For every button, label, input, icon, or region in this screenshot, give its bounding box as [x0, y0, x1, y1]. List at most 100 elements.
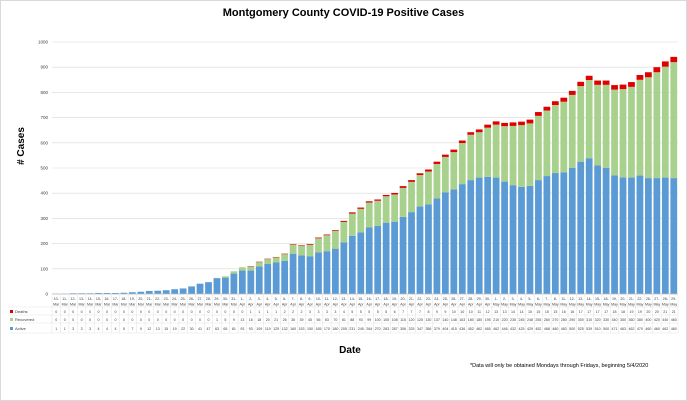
recovered-bar [255, 261, 263, 267]
deaths-bar [365, 201, 373, 203]
x-tick-label-day: 28- [468, 297, 474, 301]
active-bar [543, 176, 551, 294]
active-table-value: 93 [249, 327, 253, 331]
active-bar [365, 227, 373, 294]
recovered-bar [230, 271, 238, 274]
deaths-table-value: 21 [663, 310, 667, 314]
active-legend-label: Active [15, 326, 27, 331]
y-tick-label: 300 [40, 216, 48, 221]
x-tick-label-day: 8- [554, 297, 558, 301]
active-bar [594, 165, 602, 294]
x-tick-label-month: May [527, 303, 534, 307]
active-bar [467, 180, 475, 294]
active-bar [289, 253, 297, 294]
active-table-value: 432 [510, 327, 516, 331]
recovered-table-value: 400 [645, 318, 651, 322]
active-bar [399, 216, 407, 294]
recovered-table-value: 310 [586, 318, 592, 322]
active-table-value: 483 [561, 327, 567, 331]
deaths-bar [399, 186, 407, 188]
active-table-value: 465 [485, 327, 491, 331]
x-tick-label-month: Mar [205, 303, 212, 307]
deaths-table-value: 0 [148, 310, 150, 314]
deaths-bar [374, 199, 382, 201]
active-bar [120, 292, 128, 294]
active-table-value: 1 [64, 327, 66, 331]
recovered-table-value: 88 [350, 318, 354, 322]
active-bar [315, 252, 322, 294]
x-tick-label-day: 28- [206, 297, 212, 301]
active-table-value: 500 [569, 327, 575, 331]
recovered-bar [568, 94, 576, 168]
x-tick-label-month: May [620, 303, 627, 307]
x-tick-label-day: 1- [241, 297, 245, 301]
active-table-value: 480 [552, 327, 558, 331]
recovered-table-value: 0 [182, 318, 184, 322]
deaths-table-value: 15 [536, 310, 540, 314]
active-bar [162, 290, 170, 294]
x-tick-label-month: Mar [138, 303, 145, 307]
active-table-value: 205 [341, 327, 347, 331]
x-tick-label-month: Mar [180, 303, 187, 307]
x-tick-label-day: 18- [384, 297, 390, 301]
x-tick-label-month: Apr [256, 303, 262, 307]
active-table-value: 5 [123, 327, 125, 331]
active-table-value: 347 [417, 327, 423, 331]
deaths-bar [348, 212, 356, 214]
deaths-table-value: 5 [385, 310, 387, 314]
x-tick-label-day: 8- [300, 297, 304, 301]
x-tick-label-month: May [552, 303, 559, 307]
recovered-table-value: 18 [257, 318, 261, 322]
deaths-table-value: 2 [292, 310, 294, 314]
recovered-table-value: 148 [451, 318, 457, 322]
recovered-bar [425, 171, 432, 205]
deaths-bar [323, 234, 331, 236]
x-tick-label-day: 22- [417, 297, 423, 301]
x-tick-label-day: 5- [275, 297, 279, 301]
deaths-bar [281, 253, 289, 255]
x-tick-label-month: Mar [129, 303, 136, 307]
active-bar [255, 266, 263, 294]
deaths-table-value: 21 [672, 310, 676, 314]
deaths-table-value: 0 [140, 310, 142, 314]
deaths-table-value: 14 [511, 310, 515, 314]
recovered-table-value: 0 [123, 318, 125, 322]
recovered-table-value: 290 [569, 318, 575, 322]
recovered-table-value: 120 [409, 318, 415, 322]
deaths-table-value: 0 [64, 310, 66, 314]
active-bar [264, 264, 272, 294]
recovered-bar [399, 187, 407, 217]
active-bar [196, 283, 204, 294]
active-table-value: 4 [98, 327, 100, 331]
active-table-value: 446 [502, 327, 508, 331]
deaths-bar [484, 124, 492, 128]
deaths-table-value: 17 [596, 310, 600, 314]
active-bar [348, 235, 356, 294]
x-axis-title: Date [339, 345, 361, 356]
x-tick-label-month: Mar [222, 303, 229, 307]
deaths-table-value: 1 [250, 310, 252, 314]
deaths-table-value: 10 [460, 310, 464, 314]
recovered-bar [222, 276, 229, 278]
active-bar [416, 206, 424, 294]
x-tick-label-day: 28- [663, 297, 669, 301]
recovered-bar [475, 132, 483, 178]
y-tick-label: 600 [40, 140, 48, 145]
x-tick-label-month: May [510, 303, 517, 307]
active-bar [145, 290, 153, 294]
y-tick-label: 200 [40, 241, 48, 246]
active-table-value: 65 [223, 327, 227, 331]
x-tick-label-month: Apr [324, 303, 330, 307]
active-table-value: 462 [628, 327, 634, 331]
active-table-value: 81 [232, 327, 236, 331]
deaths-bar [340, 220, 348, 222]
x-tick-label-month: May [518, 303, 525, 307]
x-tick-label-month: Mar [79, 303, 86, 307]
deaths-table-value: 3 [334, 310, 336, 314]
deaths-table-value: 8 [427, 310, 429, 314]
x-tick-label-day: 23- [164, 297, 170, 301]
x-tick-label-day: 29- [214, 297, 220, 301]
x-tick-label-day: 29- [671, 297, 677, 301]
active-legend-swatch [10, 327, 13, 330]
footnote: *Data will only be obtained Mondays thro… [470, 363, 649, 369]
